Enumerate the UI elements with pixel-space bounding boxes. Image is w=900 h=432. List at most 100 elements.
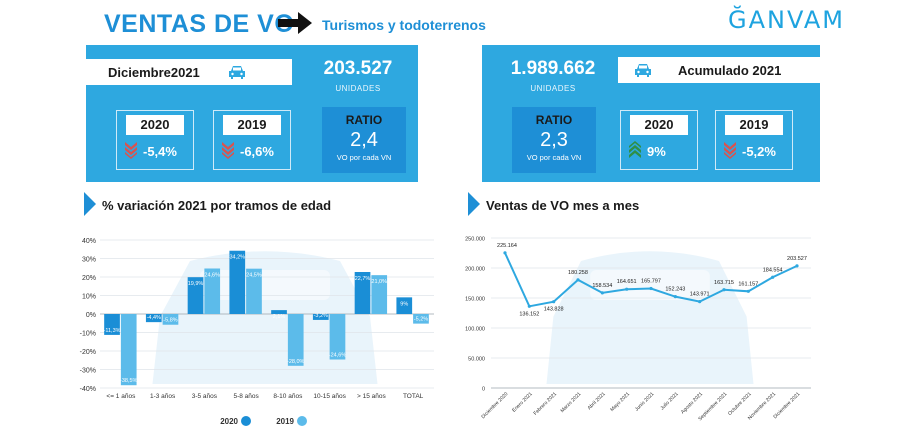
y-tick-label: 200.000	[465, 267, 485, 273]
car-silhouette-watermark	[546, 251, 754, 384]
bar-data-label: -11,3%	[104, 328, 121, 334]
bar-2020	[312, 314, 329, 320]
point-data-label: 180.258	[568, 270, 588, 276]
december-panel: Diciembre2021 203.527 UNIDADES 2020 -5,4…	[86, 45, 418, 182]
data-point	[527, 304, 531, 308]
ratio-label: RATIO	[322, 113, 406, 127]
y-tick-label: -10%	[80, 331, 96, 338]
data-point	[576, 278, 580, 282]
point-data-label: 152.243	[665, 287, 685, 293]
y-tick-label: 100.000	[465, 327, 485, 333]
x-tick-label: Abril 2021	[587, 391, 607, 411]
car-icon	[229, 66, 245, 79]
y-tick-label: 40%	[82, 238, 96, 245]
line-chart-title: Ventas de VO mes a mes	[486, 198, 640, 213]
y-tick-label: -40%	[80, 386, 96, 393]
point-data-label: 143.828	[544, 307, 564, 313]
data-point	[746, 289, 750, 293]
y-tick-label: 50.000	[468, 357, 485, 363]
comparison-pct: -6,6%	[240, 144, 274, 159]
y-tick-label: 250.000	[465, 237, 485, 243]
comparison-year: 2020	[630, 115, 688, 135]
comparison-2019: 2019 -6,6%	[213, 110, 291, 170]
y-tick-label: -30%	[80, 368, 96, 375]
car-watermark-window	[590, 270, 710, 300]
trend-down-icon	[222, 142, 234, 159]
units-label: UNIDADES	[335, 84, 381, 93]
bar-2020	[187, 277, 204, 314]
data-point	[722, 288, 726, 292]
x-tick-label: TOTAL	[403, 393, 424, 400]
x-tick-label: Febrero 2021	[533, 391, 559, 417]
data-point	[771, 275, 775, 279]
trend-up-icon	[629, 141, 641, 158]
data-point	[552, 300, 556, 304]
x-tick-label: Junio 2021	[634, 391, 656, 413]
bar-data-label: -38,5%	[120, 378, 138, 384]
section-arrow-icon	[468, 192, 480, 216]
data-point	[698, 300, 702, 304]
point-data-label: 136.152	[519, 311, 539, 317]
x-tick-label: 8-10 años	[273, 393, 303, 400]
point-data-label: 225.164	[497, 243, 517, 249]
x-tick-label: Marzo 2021	[559, 391, 582, 414]
bar-2020	[104, 314, 120, 335]
data-point	[600, 291, 604, 295]
x-tick-label: Octubre 2021	[727, 391, 753, 417]
point-data-label: 165.797	[641, 279, 661, 285]
bar-data-label: -24,6%	[329, 353, 347, 359]
point-data-label: 164.651	[617, 279, 637, 285]
car-icon	[635, 64, 651, 77]
bar-data-label: -4,4%	[147, 315, 161, 321]
x-tick-label: Mayo 2021	[609, 391, 631, 413]
bar-chart-title: % variación 2021 por tramos de edad	[102, 198, 332, 213]
point-data-label: 158.534	[592, 283, 612, 289]
y-tick-label: 30%	[82, 257, 96, 264]
point-data-label: 184.554	[763, 267, 783, 273]
period-label: Diciembre2021	[108, 64, 200, 80]
accumulated-panel: 1.989.662 UNIDADES Acumulado 2021 RATIO …	[482, 45, 820, 182]
legend-label: 2019	[276, 417, 294, 426]
bar-2019	[162, 314, 179, 325]
x-tick-label: 3-5 años	[192, 393, 218, 400]
period-label-strip: Acumulado 2021	[618, 57, 820, 83]
y-tick-label: 10%	[82, 294, 96, 301]
comparison-pct: 9%	[647, 144, 666, 159]
legend-swatch	[241, 416, 251, 426]
period-label-strip: Diciembre2021	[86, 59, 292, 85]
ratio-value: 2,4	[350, 129, 378, 151]
comparison-pct: -5,2%	[742, 144, 776, 159]
trend-down-icon	[724, 142, 736, 159]
point-data-label: 203.527	[787, 256, 807, 262]
bar-data-label: 21,0%	[371, 279, 387, 285]
age-variation-bar-chart: -11,3% -38,5% -4,4% -5,8% 19,9%24,6% 34,2% 24,…	[80, 238, 434, 426]
bar-2019	[287, 314, 304, 366]
bar-2019	[120, 314, 137, 386]
point-data-label: 161.157	[738, 281, 758, 287]
data-point	[673, 295, 677, 299]
bar-data-label: -5,2%	[414, 317, 428, 323]
page-title: VENTAS DE VO	[104, 10, 295, 38]
bar-2019	[246, 268, 262, 314]
bar-data-label: -3,2%	[314, 313, 328, 319]
x-tick-label: > 15 años	[357, 393, 386, 400]
data-point	[649, 286, 653, 291]
comparison-2020: 2020 -5,4%	[116, 110, 194, 170]
x-tick-label: 5-8 años	[233, 393, 259, 400]
y-tick-label: 150.000	[465, 297, 485, 303]
comparison-2019: 2019 -5,2%	[715, 110, 793, 170]
x-tick-label: Diciembre 2020	[480, 391, 509, 420]
period-label: Acumulado 2021	[678, 62, 782, 78]
bar-2020	[396, 297, 413, 314]
y-tick-label: 0%	[86, 312, 96, 319]
comparison-2020: 2020 9%	[620, 110, 698, 170]
page-subtitle: Turismos y todoterrenos	[322, 17, 486, 33]
ganvam-logo: ĞANVAM	[728, 6, 845, 34]
point-data-label: 143.971	[690, 292, 710, 298]
bar-data-label: -5,8%	[163, 318, 177, 324]
data-point	[625, 287, 629, 291]
ratio-value: 2,3	[540, 129, 568, 151]
bar-2020	[229, 250, 246, 314]
ratio-sub: VO por cada VN	[336, 153, 392, 162]
ratio-box: RATIO 2,3 VO por cada VN	[512, 107, 596, 173]
